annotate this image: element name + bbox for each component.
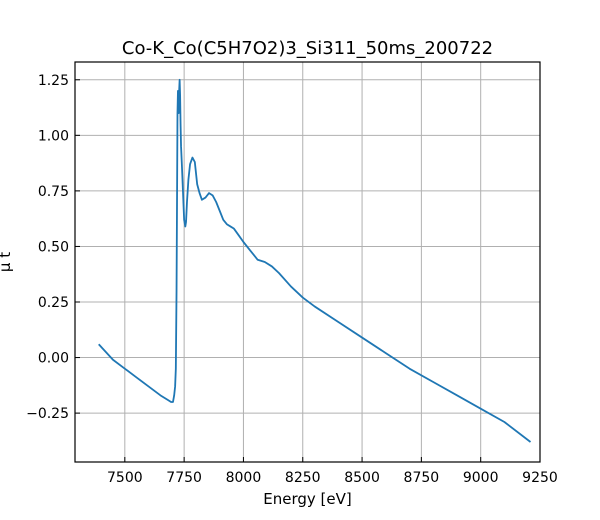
x-tick-label: 8500: [344, 470, 380, 486]
x-tick-label: 7750: [166, 470, 202, 486]
series-line-0: [98, 78, 532, 443]
x-axis-label: Energy [eV]: [263, 490, 351, 508]
plot-frame: [74, 61, 541, 463]
y-tick-label: 0.50: [38, 239, 69, 255]
series-layer: [98, 78, 532, 443]
x-tick-label: 7500: [107, 470, 143, 486]
y-tick-label: 0.75: [38, 184, 69, 200]
y-axis-label: μ t: [0, 252, 14, 272]
x-tick-label: 9000: [463, 470, 499, 486]
x-tick-label: 8750: [404, 470, 440, 486]
y-tick-label: 0.25: [38, 295, 69, 311]
y-tick-label: 1.25: [38, 73, 69, 89]
chart-title: Co-K_Co(C5H7O2)3_Si311_50ms_200722: [122, 38, 493, 59]
tick-layer: 7500 7750 8000 8250 8500 8750 9000 9250 −0.25 0.0…: [26, 73, 558, 486]
grid-layer: [75, 62, 541, 462]
y-tick-label: −0.25: [26, 406, 69, 422]
x-tick-label: 9250: [522, 470, 558, 486]
x-tick-label: 8000: [226, 470, 262, 486]
x-tick-label: 8250: [285, 470, 321, 486]
y-tick-label: 0.00: [38, 351, 69, 367]
y-tick-label: 1.00: [38, 128, 69, 144]
